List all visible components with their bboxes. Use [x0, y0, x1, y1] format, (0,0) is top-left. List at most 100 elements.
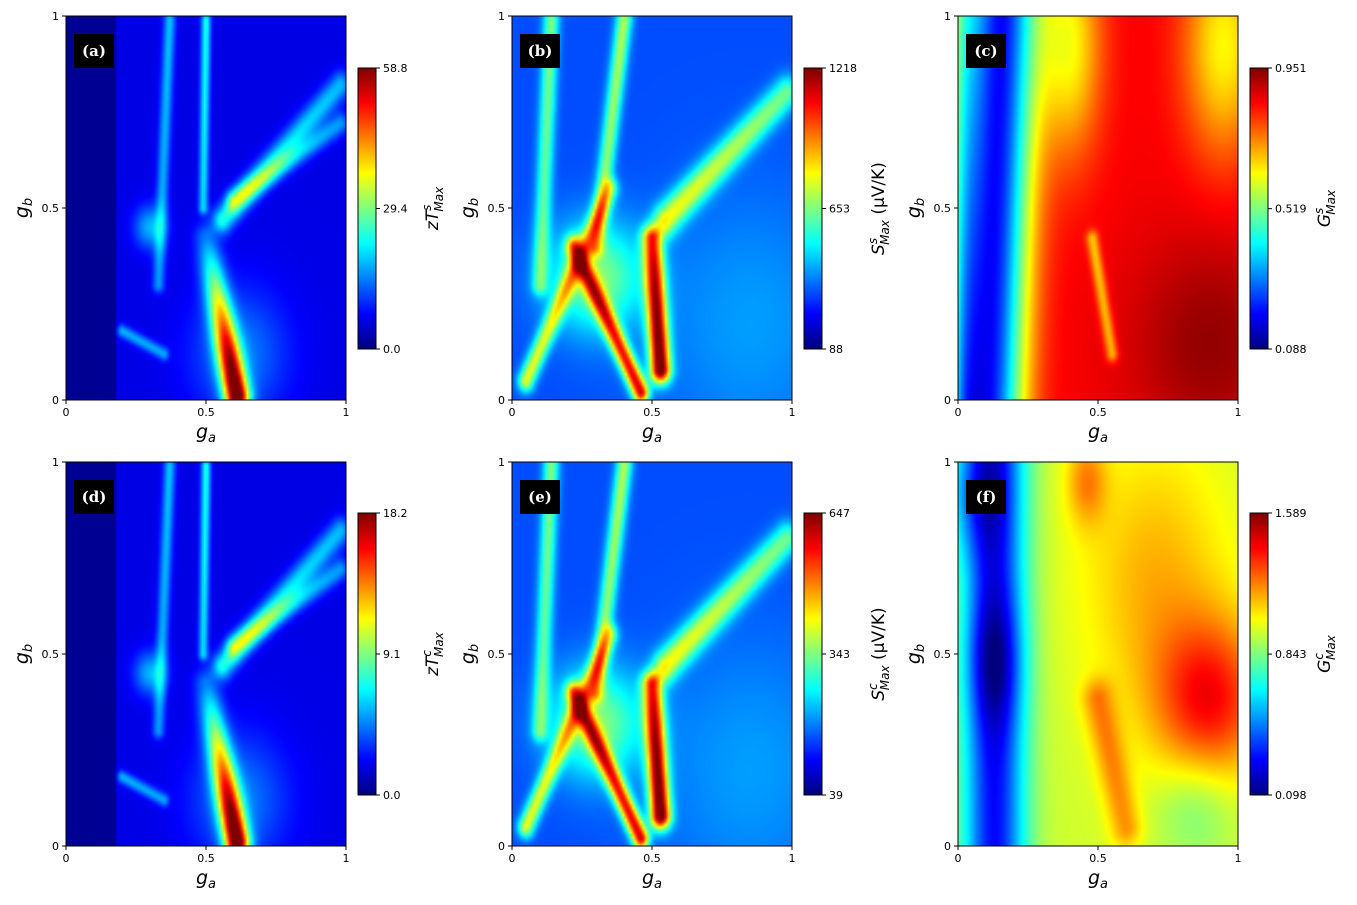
- colorbar-tick-label: 9.1: [383, 648, 401, 661]
- y-tick-label: 0.5: [934, 202, 952, 215]
- colorbar-label: GcMax: [1312, 634, 1338, 673]
- colorbar-tick-label: 0.843: [1275, 648, 1307, 661]
- colorbar-label: zTcMax: [420, 631, 446, 677]
- x-tick-label: 0: [509, 852, 516, 865]
- y-tick-label: 0: [498, 394, 505, 407]
- panel-label-text: (e): [528, 488, 552, 506]
- colorbar-tick-label: 647: [829, 507, 850, 520]
- x-tick-label: 0: [955, 852, 962, 865]
- colorbar-tick-label: 88: [829, 343, 843, 356]
- colorbar-tick-label: 0.0: [383, 343, 401, 356]
- panel-label: (e): [520, 480, 560, 514]
- x-tick-label: 0: [955, 406, 962, 419]
- x-axis-label: ga: [196, 867, 216, 892]
- y-tick-label: 1: [498, 10, 505, 23]
- x-tick-label: 1: [1235, 852, 1242, 865]
- y-tick-label: 0: [52, 840, 59, 853]
- x-tick-label: 0.5: [197, 406, 215, 419]
- y-tick-label: 0.5: [488, 202, 506, 215]
- y-axis-label: gb: [457, 644, 482, 664]
- panel-label-text: (c): [974, 42, 997, 60]
- colorbar-gradient: [358, 513, 376, 795]
- colorbar-tick-label: 343: [829, 648, 850, 661]
- y-tick-label: 0: [498, 840, 505, 853]
- x-tick-label: 1: [1235, 406, 1242, 419]
- x-tick-label: 1: [789, 852, 796, 865]
- panel-label: (d): [74, 480, 114, 514]
- colorbar-gradient: [804, 68, 822, 349]
- colorbar-tick-label: 18.2: [383, 507, 408, 520]
- colorbar-label: GsMax: [1312, 189, 1338, 227]
- colorbar-tick-label: 1218: [829, 62, 857, 75]
- heatmap-image: [958, 16, 1238, 400]
- y-tick-label: 0: [944, 394, 951, 407]
- colorbar-tick-label: 653: [829, 203, 850, 216]
- x-tick-label: 0: [63, 852, 70, 865]
- y-axis-label: gb: [457, 198, 482, 218]
- y-tick-label: 0: [52, 394, 59, 407]
- x-axis-label: ga: [1088, 867, 1108, 892]
- panel-label-text: (a): [82, 42, 106, 60]
- panel-a: (a) 0 0.5 1 0 0.5 1 ga gb 0.0 29.4 58.8 zTsMax: [11, 10, 446, 446]
- colorbar-tick-label: 0.951: [1275, 62, 1307, 75]
- y-tick-label: 1: [52, 10, 59, 23]
- panel-c: (c) 0 0.5 1 0 0.5 1 ga gb 0.088 0.519 0.951 GsMax: [903, 10, 1338, 446]
- heatmap-image: [66, 462, 346, 846]
- heatmap-image: [512, 16, 792, 400]
- colorbar-tick-label: 58.8: [383, 62, 408, 75]
- y-axis-label: gb: [903, 644, 928, 664]
- y-tick-label: 1: [944, 10, 951, 23]
- colorbar-tick-label: 39: [829, 789, 843, 802]
- colorbar-label: SsMax (μV/K): [866, 162, 892, 255]
- panel-label: (a): [74, 34, 114, 68]
- panel-d: (d) 0 0.5 1 0 0.5 1 ga gb 0.0 9.1 18.2 zTcMax: [11, 456, 446, 892]
- colorbar-tick-label: 0.098: [1275, 789, 1307, 802]
- x-axis-label: ga: [642, 867, 662, 892]
- colorbar: 0.098 0.843 1.589 GcMax: [1249, 507, 1338, 802]
- x-tick-label: 1: [343, 406, 350, 419]
- colorbar: 39 343 647 ScMax (μV/K): [803, 507, 892, 802]
- colorbar-tick-label: 0.519: [1275, 203, 1307, 216]
- y-tick-label: 0.5: [42, 648, 60, 661]
- x-tick-label: 0.5: [643, 852, 661, 865]
- colorbar-gradient: [358, 68, 376, 349]
- y-axis-label: gb: [11, 198, 36, 218]
- y-tick-label: 0.5: [42, 202, 60, 215]
- panel-b: (b) 0 0.5 1 0 0.5 1 ga gb 88 653 1218 SsMax (μV/K): [457, 10, 892, 446]
- panel-label-text: (f): [976, 488, 997, 506]
- heatmap-image: [512, 462, 792, 846]
- panel-label: (c): [966, 34, 1006, 68]
- y-axis-label: gb: [11, 644, 36, 664]
- heatmap-image: [66, 16, 346, 400]
- panel-label: (b): [520, 34, 560, 68]
- panel-label-text: (d): [82, 488, 107, 506]
- colorbar-tick-label: 29.4: [383, 203, 408, 216]
- y-axis-label: gb: [903, 198, 928, 218]
- colorbar: 0.0 29.4 58.8 zTsMax: [357, 62, 446, 356]
- y-tick-label: 1: [944, 456, 951, 469]
- x-axis-label: ga: [1088, 421, 1108, 446]
- colorbar-gradient: [1250, 513, 1268, 795]
- x-tick-label: 0: [509, 406, 516, 419]
- heatmap-image: [958, 462, 1238, 846]
- colorbar: 88 653 1218 SsMax (μV/K): [803, 62, 892, 356]
- y-tick-label: 1: [52, 456, 59, 469]
- panel-label-text: (b): [528, 42, 553, 60]
- y-tick-label: 0.5: [934, 648, 952, 661]
- colorbar: 0.088 0.519 0.951 GsMax: [1249, 62, 1338, 356]
- colorbar-tick-label: 1.589: [1275, 507, 1307, 520]
- colorbar-label: zTsMax: [420, 186, 446, 231]
- panel-f: (f) 0 0.5 1 0 0.5 1 ga gb 0.098 0.843 1.589 GcMax: [903, 456, 1338, 892]
- colorbar-tick-label: 0.088: [1275, 343, 1307, 356]
- x-axis-label: ga: [196, 421, 216, 446]
- y-tick-label: 1: [498, 456, 505, 469]
- x-tick-label: 0.5: [643, 406, 661, 419]
- colorbar-gradient: [804, 513, 822, 795]
- x-tick-label: 0: [63, 406, 70, 419]
- panel-e: (e) 0 0.5 1 0 0.5 1 ga gb 39 343 647 ScMax (μV/K): [457, 456, 892, 892]
- y-tick-label: 0: [944, 840, 951, 853]
- x-tick-label: 0.5: [1089, 406, 1107, 419]
- x-tick-label: 1: [789, 406, 796, 419]
- panel-label: (f): [966, 480, 1006, 514]
- colorbar-label: ScMax (μV/K): [866, 607, 892, 700]
